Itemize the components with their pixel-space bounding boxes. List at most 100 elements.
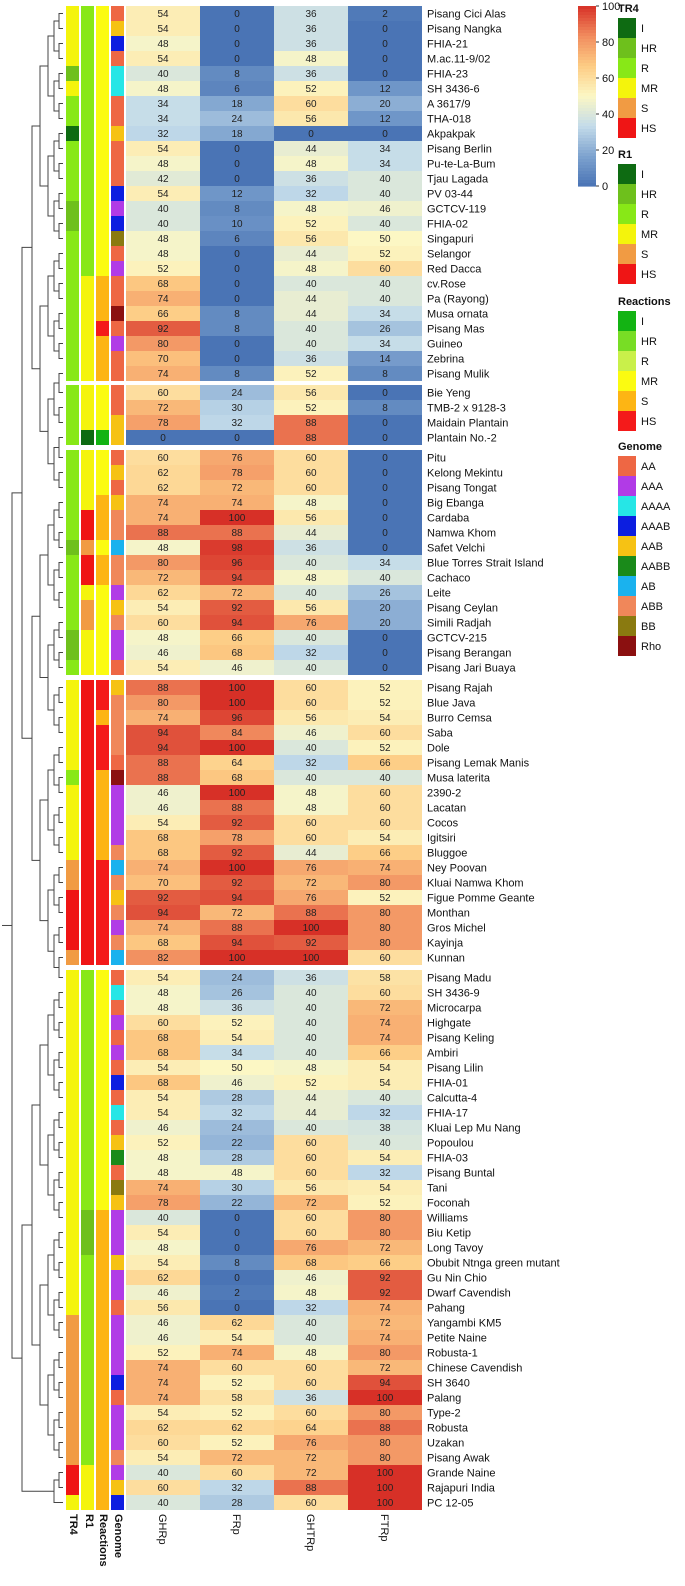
- row-label: SH 3640: [427, 1378, 470, 1390]
- heatmap-cell: [200, 111, 274, 126]
- annotation-cell-reactions: [96, 430, 109, 445]
- annotation-cell-r1: [81, 216, 94, 231]
- annotation-cell-tr4: [66, 1000, 79, 1015]
- heatmap-cell: [348, 905, 422, 920]
- dendrogram-branch: [47, 275, 54, 337]
- cell-value: 34: [379, 144, 391, 155]
- annotation-cell-tr4: [66, 1300, 79, 1315]
- cell-value: 60: [157, 453, 169, 464]
- legend-title: TR4: [618, 3, 640, 15]
- annotation-cell-tr4: [66, 1240, 79, 1255]
- legend-label: AAB: [641, 541, 663, 553]
- legend-label: BB: [641, 621, 656, 633]
- annotation-cell-tr4: [66, 111, 79, 126]
- cell-value: 52: [157, 1138, 169, 1149]
- heatmap-cell: [348, 1075, 422, 1090]
- cell-value: 10: [231, 219, 243, 230]
- cell-value: 80: [379, 1213, 391, 1224]
- annotation-cell-genome: [111, 1270, 124, 1285]
- heatmap-cell: [200, 740, 274, 755]
- cell-value: 74: [157, 1378, 169, 1389]
- color-bar-segment: [578, 162, 596, 166]
- heatmap-cell: [126, 1465, 200, 1480]
- cell-value: 54: [157, 24, 169, 35]
- color-bar-segment: [578, 120, 596, 124]
- annotation-cell-r1: [81, 645, 94, 660]
- heatmap-cell: [348, 710, 422, 725]
- heatmap-cell: [126, 465, 200, 480]
- annotation-cell-r1: [81, 415, 94, 430]
- annotation-cell-tr4: [66, 246, 79, 261]
- heatmap-cell: [274, 815, 348, 830]
- annotation-cell-reactions: [96, 246, 109, 261]
- annotation-cell-genome: [111, 1315, 124, 1330]
- legend-swatch: [618, 391, 636, 411]
- row-label: Kunnan: [427, 953, 465, 965]
- heatmap-cell: [274, 1345, 348, 1360]
- annotation-cell-tr4: [66, 1165, 79, 1180]
- annotation-cell-genome: [111, 615, 124, 630]
- heatmap-cell: [348, 1165, 422, 1180]
- cell-value: 40: [305, 1003, 317, 1014]
- row-label: Gu Nin Chio: [427, 1273, 487, 1285]
- dendrogram-branch: [58, 1172, 63, 1188]
- cell-value: 80: [379, 1453, 391, 1464]
- annotation-cell-genome: [111, 540, 124, 555]
- legend-label: AAAB: [641, 521, 670, 533]
- cell-value: 46: [305, 728, 317, 739]
- annotation-cell-tr4: [66, 1390, 79, 1405]
- dendrogram-branch: [53, 1359, 59, 1391]
- annotation-cell-tr4: [66, 510, 79, 525]
- cell-value: 54: [231, 1033, 243, 1044]
- color-bar-segment: [578, 165, 596, 169]
- heatmap-cell: [200, 1480, 274, 1495]
- heatmap-cell: [200, 321, 274, 336]
- cell-value: 60: [305, 1378, 317, 1389]
- annotation-cell-r1: [81, 1240, 94, 1255]
- annotation-cell-tr4: [66, 171, 79, 186]
- heatmap-cell: [126, 1495, 200, 1510]
- annotation-cell-reactions: [96, 450, 109, 465]
- cell-value: 60: [305, 1168, 317, 1179]
- cell-value: 32: [379, 1168, 391, 1179]
- annotation-cell-reactions: [96, 465, 109, 480]
- cell-value: 54: [157, 1063, 169, 1074]
- cell-value: 68: [157, 1048, 169, 1059]
- heatmap-cell: [274, 21, 348, 36]
- row-label: Blue Torres Strait Island: [427, 558, 544, 570]
- cell-value: 54: [157, 663, 169, 674]
- annotation-cell-reactions: [96, 1375, 109, 1390]
- annotation-cell-reactions: [96, 1165, 109, 1180]
- heatmap-cell: [348, 525, 422, 540]
- annotation-cell-reactions: [96, 261, 109, 276]
- cell-value: 0: [234, 39, 240, 50]
- dendrogram-branch: [53, 934, 59, 968]
- annotation-cell-reactions: [96, 495, 109, 510]
- dendrogram-branch: [39, 1284, 48, 1406]
- annotation-cell-tr4: [66, 1405, 79, 1420]
- row-label: Pisang Berlin: [427, 144, 492, 156]
- cell-value: 48: [157, 1243, 169, 1254]
- dendrogram-branch: [58, 193, 63, 209]
- heatmap-cell: [200, 495, 274, 510]
- row-label: Pu-te-La-Bum: [427, 159, 495, 171]
- cell-value: 60: [379, 818, 391, 829]
- heatmap-cell: [126, 585, 200, 600]
- cell-value: 40: [379, 279, 391, 290]
- annotation-cell-r1: [81, 336, 94, 351]
- annotation-cell-r1: [81, 1090, 94, 1105]
- annotation-cell-r1: [81, 1360, 94, 1375]
- heatmap-cell: [126, 1135, 200, 1150]
- heatmap-cell: [126, 1075, 200, 1090]
- annotation-cell-r1: [81, 1120, 94, 1135]
- annotation-cell-r1: [81, 156, 94, 171]
- cell-value: 74: [157, 1363, 169, 1374]
- annotation-cell-reactions: [96, 985, 109, 1000]
- heatmap-cell: [126, 950, 200, 965]
- annotation-cell-genome: [111, 1105, 124, 1120]
- annotation-cell-reactions: [96, 920, 109, 935]
- row-label: Safet Velchi: [427, 543, 485, 555]
- cell-value: 48: [157, 234, 169, 245]
- annotation-cell-tr4: [66, 1180, 79, 1195]
- cell-value: 8: [234, 309, 240, 320]
